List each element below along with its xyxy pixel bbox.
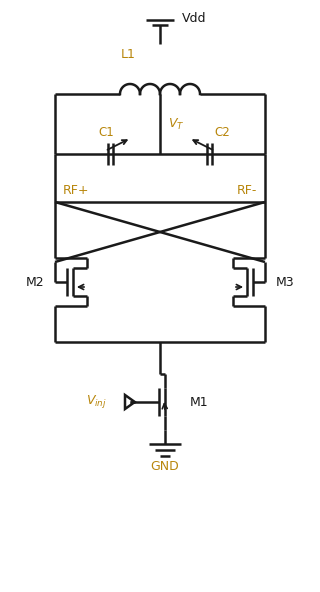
Text: C1: C1 — [98, 126, 114, 139]
Text: GND: GND — [151, 459, 180, 472]
Text: $V_{inj}$: $V_{inj}$ — [86, 394, 107, 410]
Text: M3: M3 — [276, 275, 294, 288]
Text: $\mathit{V_T}$: $\mathit{V_T}$ — [168, 117, 184, 131]
Text: Vdd: Vdd — [182, 11, 206, 24]
Text: RF-: RF- — [236, 184, 257, 197]
Text: L1: L1 — [121, 47, 135, 60]
Text: M1: M1 — [190, 395, 209, 408]
Text: M2: M2 — [26, 275, 44, 288]
Text: RF+: RF+ — [63, 184, 90, 197]
Text: C2: C2 — [214, 126, 230, 139]
